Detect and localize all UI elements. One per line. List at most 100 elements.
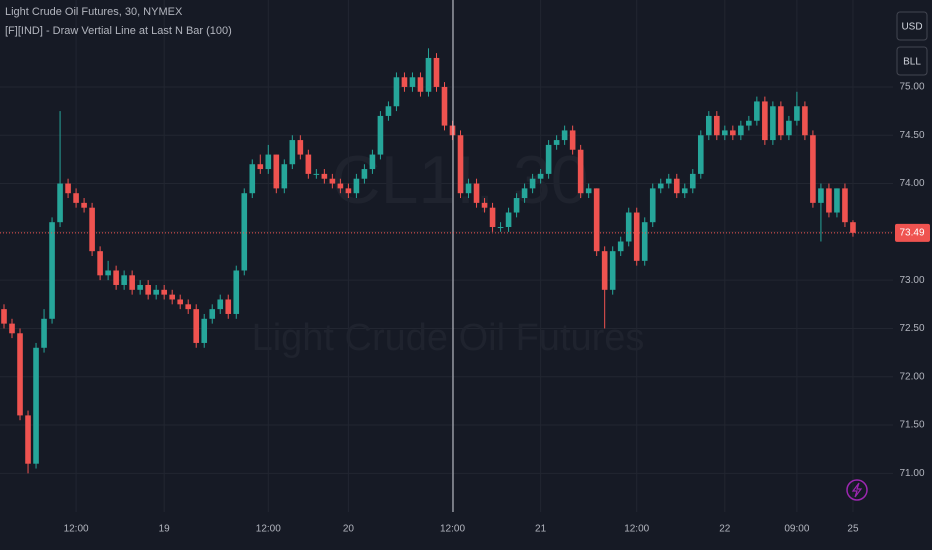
candle-body bbox=[754, 101, 760, 121]
candle-body bbox=[746, 120, 752, 126]
candle-body bbox=[249, 164, 256, 194]
candle-body bbox=[193, 309, 200, 343]
lightning-icon[interactable] bbox=[846, 479, 868, 501]
y-tick-label: 71.50 bbox=[899, 420, 924, 431]
candle-body bbox=[185, 304, 192, 310]
candle-body bbox=[73, 193, 79, 203]
candle-body bbox=[713, 115, 720, 136]
candle-body bbox=[169, 294, 175, 300]
candle-body bbox=[810, 135, 816, 203]
candle-body bbox=[121, 275, 127, 285]
candle-body bbox=[465, 183, 472, 194]
candle-body bbox=[153, 289, 159, 295]
candle-body bbox=[369, 154, 376, 170]
candle-body bbox=[577, 149, 584, 194]
axes: 71.0071.5072.0072.5073.0073.5074.0074.50… bbox=[64, 82, 930, 535]
candle-body bbox=[361, 169, 368, 179]
candle-body bbox=[329, 178, 336, 184]
candle-body bbox=[177, 299, 184, 305]
candle-body bbox=[553, 140, 560, 145]
y-tick-label: 72.50 bbox=[899, 323, 924, 334]
candle-body bbox=[641, 222, 648, 261]
candle-body bbox=[1, 309, 7, 324]
candle-body bbox=[97, 251, 103, 276]
candle-body bbox=[786, 120, 792, 136]
unit-button-label[interactable]: BLL bbox=[903, 57, 921, 68]
candle-body bbox=[401, 77, 408, 87]
last-price-label: 73.49 bbox=[899, 227, 924, 238]
icon-bolt[interactable] bbox=[851, 482, 863, 498]
candle-body bbox=[129, 275, 135, 290]
candle-body bbox=[241, 193, 248, 271]
candle-body bbox=[617, 241, 624, 252]
x-tick-label: 22 bbox=[719, 524, 731, 535]
unit-button[interactable] bbox=[896, 46, 928, 76]
candle-body bbox=[65, 183, 71, 194]
candle-body bbox=[826, 188, 832, 213]
currency-button-label[interactable]: USD bbox=[901, 22, 922, 33]
y-tick-label: 73.00 bbox=[899, 275, 924, 286]
candle-body bbox=[609, 251, 616, 290]
candle-body bbox=[225, 299, 232, 314]
candle-body bbox=[481, 202, 488, 208]
candle-body bbox=[521, 188, 528, 199]
y-tick-label: 75.00 bbox=[899, 82, 924, 93]
candle-body bbox=[657, 183, 664, 189]
candle-body bbox=[770, 106, 776, 141]
candle-body bbox=[601, 251, 608, 290]
candles bbox=[1, 48, 856, 474]
candle-body bbox=[681, 188, 688, 194]
candle-body bbox=[513, 198, 520, 213]
chart-title: Light Crude Oil Futures, 30, NYMEX bbox=[5, 6, 183, 18]
candle-body bbox=[689, 173, 696, 189]
y-tick-label: 74.50 bbox=[899, 130, 924, 141]
x-tick-label: 12:00 bbox=[256, 524, 281, 535]
candle-body bbox=[722, 130, 728, 136]
x-tick-label: 09:00 bbox=[784, 524, 809, 535]
candle-body bbox=[145, 284, 151, 295]
candle-body bbox=[41, 318, 47, 348]
candle-body bbox=[273, 154, 280, 189]
y-tick-label: 71.00 bbox=[899, 468, 924, 479]
candle-body bbox=[633, 212, 640, 261]
candle-body bbox=[842, 188, 848, 223]
candle-body bbox=[417, 77, 424, 92]
candle-body bbox=[313, 173, 320, 175]
candle-body bbox=[705, 115, 712, 136]
candle-body bbox=[818, 188, 824, 203]
candle-body bbox=[738, 125, 744, 136]
candle-body bbox=[385, 106, 392, 116]
candle-body bbox=[49, 222, 55, 319]
candle-body bbox=[850, 222, 856, 233]
candle-body bbox=[281, 164, 288, 189]
candle-body bbox=[265, 154, 272, 170]
currency-button[interactable] bbox=[896, 11, 928, 41]
candle-body bbox=[441, 86, 448, 126]
candle-body bbox=[353, 178, 360, 194]
candle-body bbox=[425, 57, 432, 92]
candle-body bbox=[673, 178, 680, 194]
candle-body bbox=[537, 173, 544, 179]
indicator-label: [F][IND] - Draw Vertial Line at Last N B… bbox=[5, 25, 232, 37]
candle-body bbox=[25, 415, 31, 464]
y-tick-label: 72.00 bbox=[899, 371, 924, 382]
candle-body bbox=[457, 135, 464, 194]
icon-circle[interactable] bbox=[846, 479, 868, 501]
candle-body bbox=[665, 178, 672, 184]
candle-body bbox=[289, 140, 296, 165]
x-tick-label: 20 bbox=[343, 524, 355, 535]
candle-body bbox=[81, 202, 87, 208]
candle-body bbox=[57, 183, 63, 223]
candle-body bbox=[529, 178, 536, 189]
candle-body bbox=[393, 77, 400, 107]
candle-body bbox=[17, 333, 23, 416]
candle-body bbox=[834, 188, 840, 213]
candle-body bbox=[345, 188, 352, 194]
candle-body bbox=[778, 106, 784, 136]
x-tick-label: 25 bbox=[847, 524, 859, 535]
candle-body bbox=[545, 144, 552, 174]
candle-body bbox=[497, 227, 504, 229]
candle-body bbox=[137, 284, 143, 290]
candle-body bbox=[89, 207, 95, 252]
